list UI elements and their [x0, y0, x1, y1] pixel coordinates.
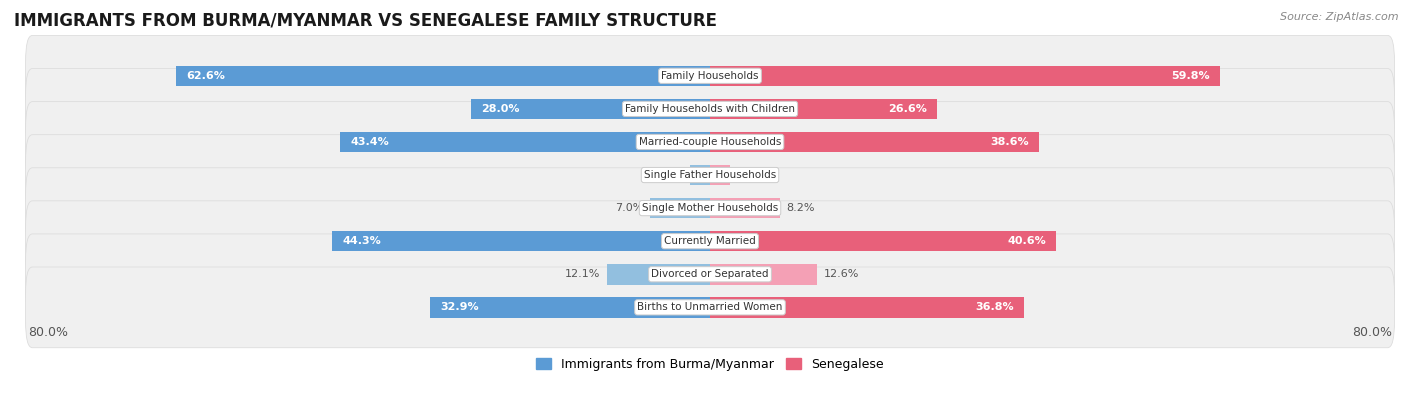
Text: Divorced or Separated: Divorced or Separated	[651, 269, 769, 279]
Text: Single Mother Households: Single Mother Households	[643, 203, 778, 213]
Text: 62.6%: 62.6%	[187, 71, 225, 81]
FancyBboxPatch shape	[25, 234, 1395, 315]
Text: 8.2%: 8.2%	[787, 203, 815, 213]
Bar	[430, 297, 710, 318]
Text: 80.0%: 80.0%	[1353, 325, 1392, 339]
FancyBboxPatch shape	[25, 168, 1395, 248]
Bar	[607, 264, 710, 284]
Text: Family Households with Children: Family Households with Children	[626, 104, 794, 114]
Text: 12.1%: 12.1%	[565, 269, 600, 279]
Text: 2.3%: 2.3%	[737, 170, 765, 180]
FancyBboxPatch shape	[25, 201, 1395, 282]
Bar	[651, 198, 710, 218]
Bar	[710, 231, 1056, 252]
Text: 26.6%: 26.6%	[887, 104, 927, 114]
Bar	[710, 198, 780, 218]
FancyBboxPatch shape	[25, 68, 1395, 149]
Text: IMMIGRANTS FROM BURMA/MYANMAR VS SENEGALESE FAMILY STRUCTURE: IMMIGRANTS FROM BURMA/MYANMAR VS SENEGAL…	[14, 12, 717, 30]
Text: 12.6%: 12.6%	[824, 269, 859, 279]
Bar	[710, 66, 1220, 86]
Bar	[710, 264, 817, 284]
Text: 2.4%: 2.4%	[654, 170, 683, 180]
FancyBboxPatch shape	[25, 36, 1395, 116]
Text: Family Households: Family Households	[661, 71, 759, 81]
Text: Single Father Households: Single Father Households	[644, 170, 776, 180]
Bar	[471, 99, 710, 119]
Legend: Immigrants from Burma/Myanmar, Senegalese: Immigrants from Burma/Myanmar, Senegales…	[531, 353, 889, 376]
FancyBboxPatch shape	[25, 267, 1395, 348]
Text: Source: ZipAtlas.com: Source: ZipAtlas.com	[1281, 12, 1399, 22]
Bar	[710, 165, 730, 185]
Bar	[176, 66, 710, 86]
Text: 32.9%: 32.9%	[440, 302, 478, 312]
Text: 59.8%: 59.8%	[1171, 71, 1209, 81]
Text: 43.4%: 43.4%	[350, 137, 389, 147]
Text: Births to Unmarried Women: Births to Unmarried Women	[637, 302, 783, 312]
Bar	[332, 231, 710, 252]
Bar	[710, 132, 1039, 152]
Bar	[689, 165, 710, 185]
Text: 40.6%: 40.6%	[1007, 236, 1046, 246]
Bar	[340, 132, 710, 152]
Text: Married-couple Households: Married-couple Households	[638, 137, 782, 147]
Text: 38.6%: 38.6%	[990, 137, 1029, 147]
Text: 80.0%: 80.0%	[28, 325, 67, 339]
Bar	[710, 297, 1024, 318]
Text: 7.0%: 7.0%	[616, 203, 644, 213]
Text: 44.3%: 44.3%	[343, 236, 381, 246]
Bar	[710, 99, 936, 119]
FancyBboxPatch shape	[25, 102, 1395, 182]
Text: Currently Married: Currently Married	[664, 236, 756, 246]
Text: 28.0%: 28.0%	[482, 104, 520, 114]
FancyBboxPatch shape	[25, 135, 1395, 215]
Text: 36.8%: 36.8%	[974, 302, 1014, 312]
